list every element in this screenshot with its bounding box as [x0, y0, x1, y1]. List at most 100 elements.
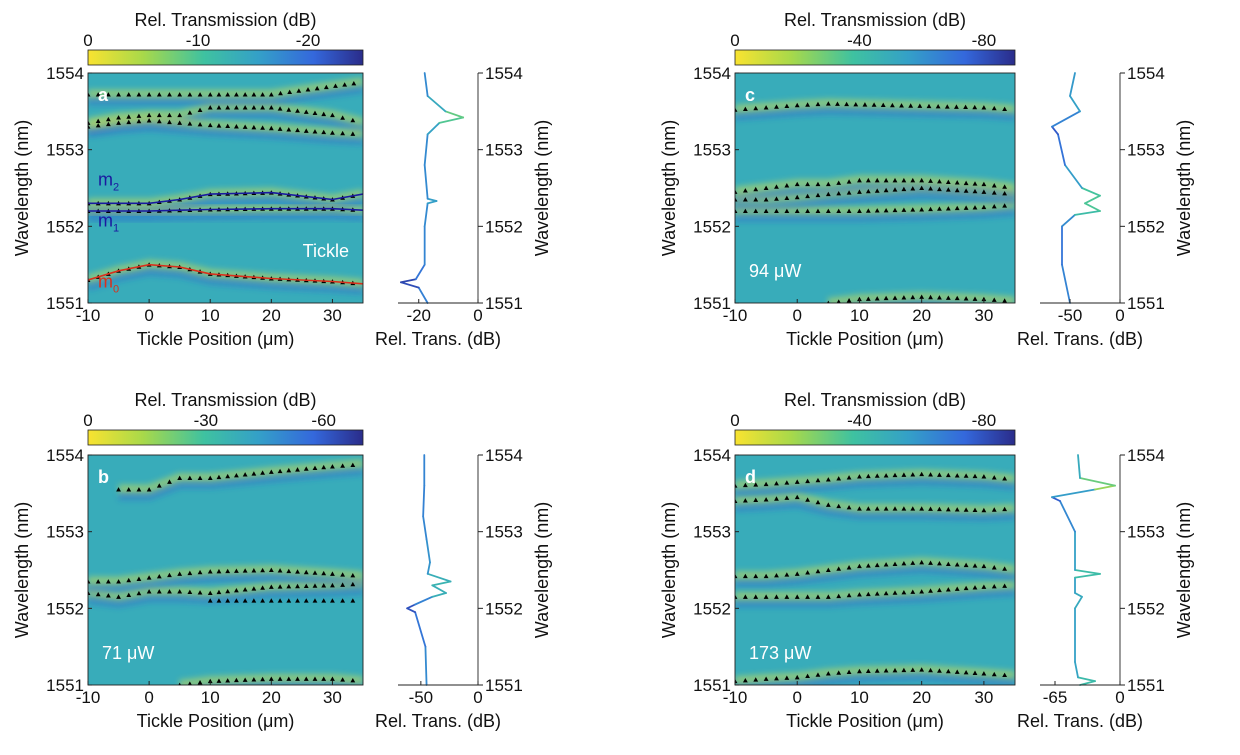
- triangle-marker: [901, 506, 907, 511]
- side-y-tick-label: 1553: [485, 523, 523, 542]
- triangle-marker: [187, 475, 193, 480]
- spectrum-segment: [431, 584, 447, 594]
- spectrum-segment: [426, 561, 431, 575]
- side-y-tick-label: 1552: [1127, 599, 1165, 618]
- colorbar-tick-label: -80: [972, 411, 997, 430]
- triangle-marker: [919, 294, 925, 299]
- triangle-marker: [742, 188, 748, 193]
- x-tick-label: 20: [912, 306, 931, 325]
- triangle-marker: [116, 487, 121, 492]
- triangle-marker: [88, 200, 91, 206]
- triangle-marker: [225, 123, 231, 129]
- spectrum-segment: [426, 572, 452, 583]
- spectrum-segment: [431, 592, 447, 598]
- triangle-marker: [825, 477, 831, 482]
- triangle-marker: [260, 125, 266, 130]
- triangle-marker: [88, 124, 91, 129]
- spectrum-segment: [425, 538, 431, 564]
- triangle-marker: [945, 179, 951, 184]
- resonance-band: [88, 564, 363, 587]
- mode-label: m2: [98, 170, 119, 194]
- triangle-marker: [865, 296, 871, 301]
- triangle-marker: [88, 579, 91, 584]
- resonance-shadow: [735, 500, 1015, 522]
- triangle-marker: [857, 474, 862, 479]
- triangle-marker: [991, 204, 997, 209]
- spectrum-segment: [1064, 164, 1083, 189]
- triangle-marker: [991, 183, 997, 188]
- resonance-shadow: [735, 588, 1015, 608]
- triangle-marker: [753, 677, 759, 682]
- triangle-marker: [774, 208, 779, 213]
- triangle-marker: [251, 92, 257, 97]
- triangle-marker: [892, 561, 898, 566]
- triangle-marker: [919, 177, 925, 183]
- triangle-marker: [303, 583, 309, 588]
- triangle-marker: [954, 507, 960, 512]
- triangle-marker: [330, 676, 335, 681]
- triangle-marker: [963, 670, 969, 675]
- triangle-marker: [972, 585, 978, 590]
- triangle-marker: [981, 204, 987, 210]
- triangle-marker: [815, 181, 821, 187]
- triangle-marker: [784, 103, 790, 108]
- triangle-marker: [899, 103, 904, 108]
- x-tick-label: 0: [144, 688, 153, 707]
- triangle-marker: [735, 483, 738, 488]
- resonance-shadow: [88, 85, 363, 106]
- triangle-marker: [167, 589, 172, 594]
- triangle-marker: [268, 469, 274, 474]
- triangle-marker: [825, 181, 831, 187]
- panel-letter: d: [745, 467, 756, 487]
- side-y-tick-label: 1554: [485, 446, 523, 465]
- triangle-marker: [167, 112, 172, 118]
- panel-letter: b: [98, 467, 109, 487]
- triangle-marker: [753, 105, 759, 111]
- triangle-marker: [825, 191, 831, 197]
- triangle-marker: [857, 592, 862, 597]
- triangle-marker: [305, 87, 311, 92]
- triangle-marker: [836, 476, 842, 481]
- side-y-tick-label: 1551: [1127, 676, 1165, 695]
- spectrum-segment: [1069, 95, 1081, 113]
- triangle-marker: [216, 105, 222, 110]
- triangle-marker: [350, 572, 356, 578]
- triangle-marker: [340, 598, 346, 603]
- triangle-marker: [286, 127, 292, 132]
- triangle-marker: [901, 295, 907, 300]
- colorbar: Rel. Transmission (dB) 0 -30 -60: [83, 390, 364, 446]
- triangle-marker: [753, 482, 759, 487]
- spectrum-segment: [1074, 569, 1101, 575]
- triangle-marker: [892, 295, 898, 300]
- spectrum-segment: [1051, 125, 1059, 136]
- power-label: 94 μW: [749, 261, 801, 281]
- side-x-tick-label: 0: [1115, 306, 1124, 325]
- triangle-marker: [742, 573, 748, 579]
- mode-label: m0: [98, 272, 119, 296]
- side-y-axis-label: Wavelength (nm): [532, 120, 552, 256]
- spectrum-segment: [406, 607, 417, 614]
- triangle-marker: [928, 506, 933, 511]
- mode-curves: [88, 191, 363, 285]
- triangle-marker: [242, 124, 248, 129]
- triangle-marker: [865, 177, 871, 183]
- triangle-marker: [753, 594, 759, 599]
- triangle-marker: [242, 105, 248, 110]
- triangle-marker: [350, 598, 356, 603]
- spectrum-segment: [1081, 187, 1101, 197]
- triangle-marker: [234, 92, 239, 97]
- resonance-band: [735, 469, 1015, 491]
- triangle-marker: [774, 572, 779, 578]
- triangle-marker: [846, 208, 852, 213]
- triangle-marker: [742, 498, 748, 503]
- triangle-marker: [251, 568, 257, 573]
- side-y-tick-label: 1554: [1127, 64, 1165, 83]
- y-tick-label: 1552: [46, 599, 84, 618]
- triangle-marker: [234, 587, 239, 593]
- spectrum-segment: [1077, 454, 1081, 479]
- triangle-marker: [1002, 506, 1008, 512]
